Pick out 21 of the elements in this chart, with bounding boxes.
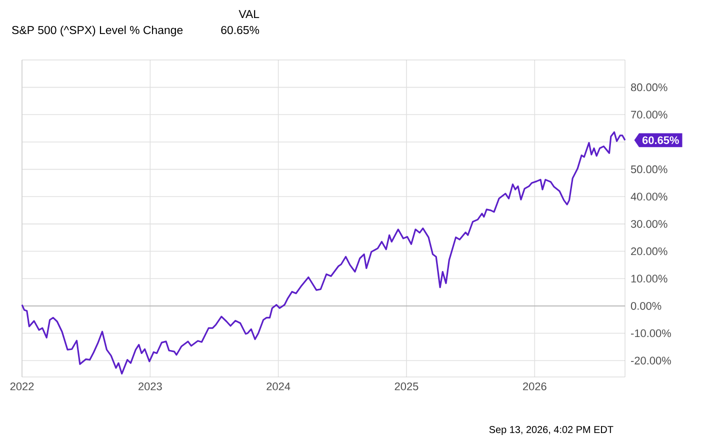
chart-title: S&P 500 (^SPX) Level % Change bbox=[12, 26, 183, 36]
text: 60.65% bbox=[221, 26, 260, 34]
x-tick-label: 2023 bbox=[138, 382, 162, 390]
y-tick-label: 40.00% bbox=[630, 192, 668, 200]
y-tick-label: -10.00% bbox=[631, 329, 671, 338]
x-tick-label: 2026 bbox=[523, 382, 546, 390]
x-tick-label: 2022 bbox=[10, 382, 34, 390]
y-tick-label: 30.00% bbox=[630, 220, 668, 228]
y-tick-label: 20.00% bbox=[631, 247, 668, 256]
y-tick-label: 80.00% bbox=[630, 83, 668, 92]
y-tick-label: 70.00% bbox=[631, 110, 668, 119]
annotation: 60.65% bbox=[642, 136, 679, 144]
y-tick-label: 10.00% bbox=[631, 274, 668, 282]
y-tick-label: 0.00% bbox=[630, 302, 662, 310]
text: VAL bbox=[238, 10, 260, 18]
text: Sep 13, 2026, 4:02 PM EDT bbox=[489, 426, 614, 436]
x-tick-label: 2025 bbox=[394, 382, 418, 390]
line-series bbox=[21, 131, 626, 375]
y-tick-label: -20.00% bbox=[631, 356, 671, 364]
x-tick-label: 2024 bbox=[266, 382, 290, 390]
y-tick-label: 50.00% bbox=[630, 165, 668, 174]
